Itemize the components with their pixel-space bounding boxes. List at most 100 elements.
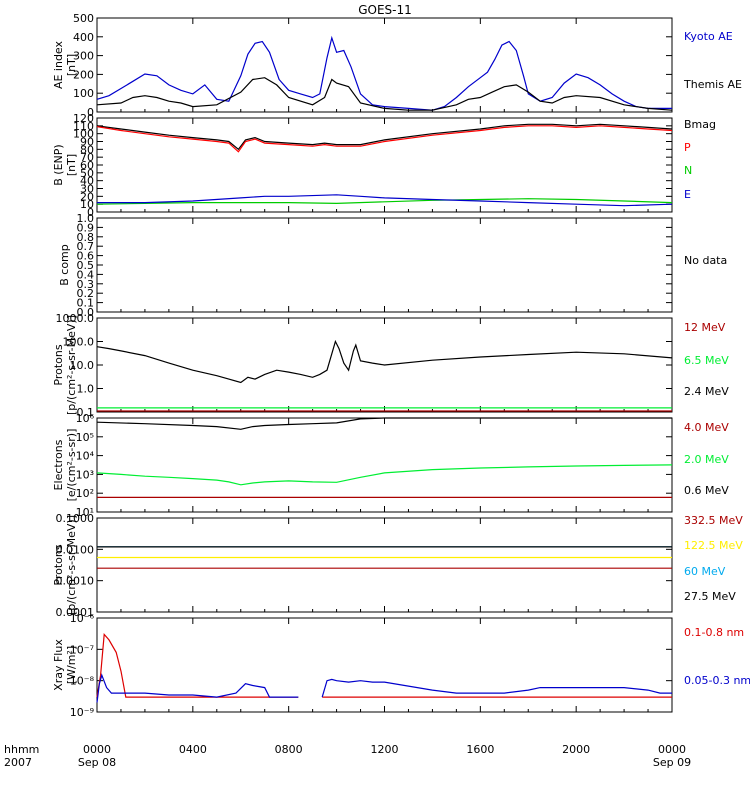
x-tick-label: 1200 — [371, 743, 399, 756]
y-tick-label: 10⁶ — [76, 412, 95, 425]
y-tick-label: 0.1000 — [56, 512, 95, 525]
series-line-2-3 — [96, 198, 673, 205]
legend-entry: No data — [684, 254, 727, 267]
panel-frame — [96, 517, 673, 613]
y-tick-label: 60 — [80, 159, 94, 172]
panel-4: 0.1 1.0 10.0 100.0 1000.0 Protons [p/(cm²-s-sr… — [52, 312, 729, 419]
y-tick-label: 40 — [80, 175, 94, 188]
y-tick-label: 10.0 — [70, 359, 95, 372]
y-tick-label: 100.0 — [63, 336, 95, 349]
y-tick-label: 0.3 — [77, 278, 95, 291]
legend-entry: 332.5 MeV — [684, 514, 743, 527]
y-tick-label: 0.8 — [77, 231, 95, 244]
y-tick-label: 0.4 — [77, 268, 95, 281]
y-tick-label: 0.0100 — [56, 543, 95, 556]
series-line-5-2 — [96, 464, 673, 486]
y-axis-label: B comp — [58, 244, 71, 286]
y-tick-label: 0 — [87, 106, 94, 119]
y-tick-label: 0.0001 — [56, 606, 95, 619]
y-tick-label: 0.0010 — [56, 575, 95, 588]
series-line-2-2 — [96, 125, 673, 153]
corner-label-hhmm: hhmm — [4, 743, 39, 756]
series-line-2-1 — [96, 123, 673, 151]
legend-entry: 60 MeV — [684, 565, 726, 578]
y-tick-label: 10 — [80, 198, 94, 211]
legend-entry: 27.5 MeV — [684, 590, 736, 603]
y-tick-label: 1000.0 — [56, 312, 95, 325]
plot-title: GOES-11 — [358, 3, 412, 17]
panel-frame — [96, 217, 673, 313]
y-tick-label: 100 — [73, 87, 94, 100]
panel-5: 10¹ 10² 10³ 10⁴ 10⁵ 10⁶ Electrons [e/(cm²-s-sr)… — [52, 412, 729, 519]
y-tick-label: 70 — [80, 151, 94, 164]
y-tick-label: 80 — [80, 143, 94, 156]
y-tick-label: 0.2 — [77, 287, 95, 300]
y-tick-label: 0 — [87, 206, 94, 219]
y-tick-label: 10⁴ — [76, 450, 95, 463]
y-tick-label: 1.0 — [77, 383, 95, 396]
series-line-7-2 — [96, 673, 672, 703]
legend-entry: E — [684, 188, 691, 201]
y-tick-label: 0.7 — [77, 240, 95, 253]
series-line-2-4 — [97, 194, 673, 207]
y-tick-label: 200 — [73, 68, 94, 81]
y-axis-label: Protons — [52, 344, 65, 385]
start-date-label: Sep 08 — [78, 756, 116, 769]
legend-entry: Themis AE — [683, 78, 742, 91]
legend-entry: N — [684, 164, 692, 177]
y-tick-label: 0.1 — [77, 406, 95, 419]
y-tick-label: 10⁻⁸ — [70, 675, 95, 688]
series-line-1-1 — [96, 35, 672, 111]
legend-entry: 0.05-0.3 nm — [684, 674, 750, 687]
legend-entry: 2.0 MeV — [684, 453, 729, 466]
y-tick-label: 10¹ — [76, 506, 94, 519]
y-tick-label: 50 — [80, 167, 94, 180]
legend-entry: P — [684, 141, 691, 154]
x-tick-label: 1600 — [466, 743, 494, 756]
panel-6: 0.0001 0.0010 0.0100 0.1000 Protons [p/(cm²-s… — [52, 512, 743, 619]
y-tick-label: 10⁻⁶ — [70, 612, 95, 625]
panel-frame — [96, 17, 673, 113]
y-axis-label: AE index — [52, 40, 65, 89]
legend-entry: 0.6 MeV — [684, 484, 729, 497]
y-tick-label: 30 — [80, 183, 94, 196]
y-axis-unit: [e/(cm²-s-sr)] — [65, 429, 78, 502]
x-tick-label: 0000 — [83, 743, 111, 756]
y-tick-label: 10⁻⁷ — [70, 643, 94, 656]
x-tick-label: 0800 — [275, 743, 303, 756]
y-tick-label: 0.6 — [77, 250, 95, 263]
legend-entry: Kyoto AE — [684, 30, 733, 43]
legend-entry: 122.5 MeV — [684, 539, 743, 552]
legend-entry: 6.5 MeV — [684, 354, 729, 367]
series-line-1-2 — [96, 77, 673, 111]
panel-frame — [96, 617, 673, 713]
legend-entry: 12 MeV — [684, 321, 726, 334]
y-tick-label: 120 — [73, 112, 94, 125]
y-axis-label: B (ENP) — [52, 144, 65, 185]
panel-1: 0 100 200 300 400 500 AE index [nT] Kyoto AE Them… — [52, 12, 742, 119]
y-tick-label: 1.0 — [77, 212, 95, 225]
y-axis-unit: [nT] — [65, 54, 78, 76]
y-tick-label: 20 — [80, 190, 94, 203]
series-line-7-1 — [96, 632, 672, 698]
series-line-4-1 — [96, 339, 673, 384]
y-tick-label: 500 — [73, 12, 94, 25]
y-axis-label: Electrons — [52, 439, 65, 490]
y-tick-label: 0.0 — [77, 306, 95, 319]
x-tick-label: 0400 — [179, 743, 207, 756]
y-tick-label: 400 — [73, 31, 94, 44]
legend-entry: 2.4 MeV — [684, 385, 729, 398]
legend-entry: Bmag — [684, 118, 716, 131]
y-tick-label: 0.5 — [77, 259, 95, 272]
x-tick-label: 0000 — [658, 743, 686, 756]
y-tick-label: 10³ — [76, 468, 94, 481]
y-tick-label: 300 — [73, 50, 94, 63]
y-axis-label: Protons — [52, 544, 65, 585]
corner-label-year: 2007 — [4, 756, 32, 769]
legend-entry: 4.0 MeV — [684, 421, 729, 434]
y-axis-label: Xray Flux — [52, 639, 65, 691]
y-axis-unit: [p/(cm²-s-sr-MeV)] — [65, 315, 78, 415]
